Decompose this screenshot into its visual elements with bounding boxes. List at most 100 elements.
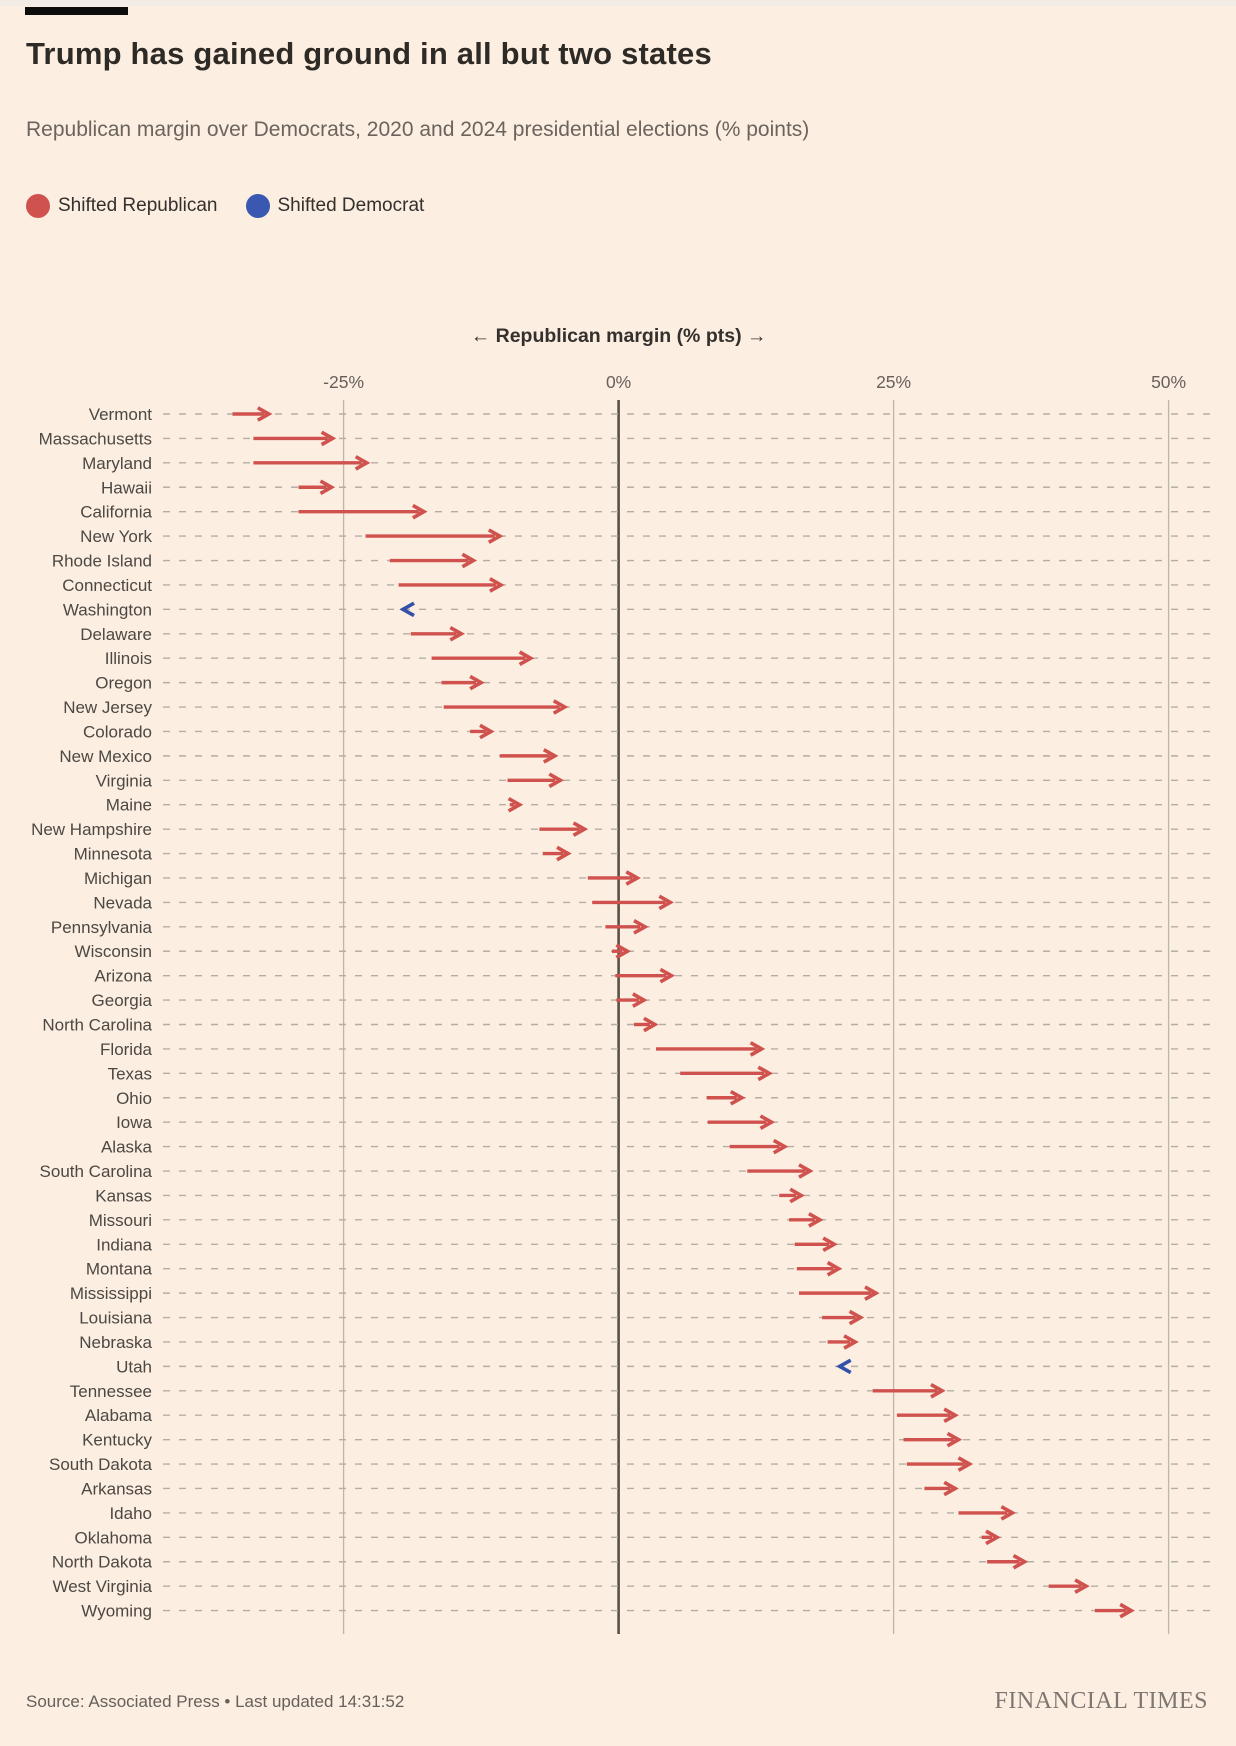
shift-arrowhead-right [572,821,589,837]
shift-arrowhead-right [1119,1602,1135,1619]
state-label: Connecticut [62,576,152,595]
shift-arrowhead-right [659,967,676,984]
x-tick-label: 0% [606,372,631,392]
state-label: Missouri [89,1211,152,1230]
shift-arrowhead-right [759,1114,776,1130]
democrat-dot-icon [245,194,270,218]
state-label: Texas [108,1064,152,1083]
shift-arrowhead-right [542,748,559,764]
shift-arrowhead-right [843,1334,859,1350]
shift-arrowhead-right [808,1212,824,1228]
state-label: Vermont [89,405,153,424]
shift-arrowhead-right [507,796,524,813]
state-label: Minnesota [74,845,153,864]
shift-arrowhead-right [1012,1553,1029,1570]
shift-arrowhead-left [399,601,415,618]
state-label: Idaho [109,1504,152,1523]
shift-arrowhead-right [826,1260,843,1277]
state-label: South Dakota [49,1455,153,1474]
shift-arrowhead-right [487,528,504,544]
legend-label: Shifted Democrat [277,195,425,216]
state-label: Alabama [85,1406,153,1425]
shift-arrowhead-right [615,943,632,960]
shift-arrowhead-right [729,1089,746,1106]
shift-arrowhead-right [930,1383,946,1399]
page-title: Trump has gained ground in all but two s… [26,36,712,71]
state-label: Nebraska [79,1333,152,1352]
x-tick-label: 50% [1151,372,1186,392]
state-label: Montana [86,1260,153,1279]
state-label: Mississippi [70,1284,152,1303]
x-axis-title: ← Republican margin (% pts) → [471,325,767,347]
shift-arrowhead-right [985,1529,1001,1546]
state-label: Wyoming [81,1602,152,1621]
ft-black-rule [25,7,128,15]
state-label: Georgia [92,991,153,1010]
shift-arrowhead-right [632,992,648,1008]
shift-arrowhead-right [449,626,465,642]
state-label: New Mexico [59,747,152,766]
shift-arrowhead-right [957,1456,974,1472]
x-tick-label: -25% [323,372,364,392]
state-label: New Hampshire [31,820,152,839]
state-label: South Carolina [40,1162,153,1181]
state-label: Kentucky [82,1431,152,1450]
state-label: Arkansas [81,1479,152,1498]
state-label: North Carolina [42,1016,152,1035]
shift-arrowhead-right [489,577,505,593]
state-label: Louisiana [79,1309,152,1328]
shift-arrowhead-right [749,1041,766,1057]
x-tick-label: 25% [876,372,911,392]
shift-arrowhead-left [836,1358,852,1375]
source-note: Source: Associated Press • Last updated … [26,1692,405,1711]
state-label: Arizona [94,967,152,986]
state-label: New York [80,527,152,546]
state-label: Florida [100,1040,153,1059]
shift-arrowhead-right [469,674,485,691]
shift-arrowhead-right [479,723,495,740]
state-label: Virginia [96,771,153,790]
shift-arrowhead-right [798,1163,814,1179]
state-label: New Jersey [63,698,152,717]
shift-arrowhead-right [354,455,371,471]
state-label: Illinois [105,649,152,668]
state-label: Oklahoma [75,1528,153,1547]
legend-item-shifted-democrat: Shifted Democrat [245,194,425,218]
state-label: Massachusetts [39,429,152,448]
state-label: Tennessee [70,1382,152,1401]
shift-arrowhead-right [643,1016,659,1033]
state-label: Iowa [116,1113,152,1132]
republican-dot-icon [26,194,50,218]
shift-arrowhead-right [625,870,641,886]
shift-arrowhead-right [658,894,674,911]
shift-arrowhead-right [864,1285,880,1301]
shift-arrowhead-right [552,699,569,715]
state-label: Hawaii [101,478,152,497]
shift-arrowhead-right [943,1480,959,1497]
state-label: Michigan [84,869,152,888]
shift-arrowhead-right [319,479,336,496]
shift-arrowhead-right [822,1236,838,1253]
top-strip [0,0,1236,6]
shift-arrowhead-right [256,406,273,422]
state-label: Delaware [80,625,152,644]
state-label: West Virginia [52,1577,152,1596]
shift-arrowhead-right [789,1187,805,1204]
shift-arrowhead-right [1074,1578,1090,1594]
shift-arrowhead-right [412,503,428,520]
state-label: Oregon [95,674,152,693]
financial-times-logo: FINANCIAL TIMES [994,1688,1208,1714]
shift-arrowhead-right [461,552,478,569]
chart-subtitle: Republican margin over Democrats, 2020 a… [26,118,810,141]
state-label: Rhode Island [52,552,152,571]
shift-arrowhead-right [556,845,572,862]
state-label: Ohio [116,1089,152,1108]
state-label: Kansas [95,1186,152,1205]
shift-arrowhead-right [772,1138,789,1155]
state-label: Alaska [101,1138,153,1157]
legend: Shifted Republican Shifted Democrat [26,194,424,218]
state-label: Wisconsin [75,942,152,961]
state-label: Colorado [83,722,152,741]
